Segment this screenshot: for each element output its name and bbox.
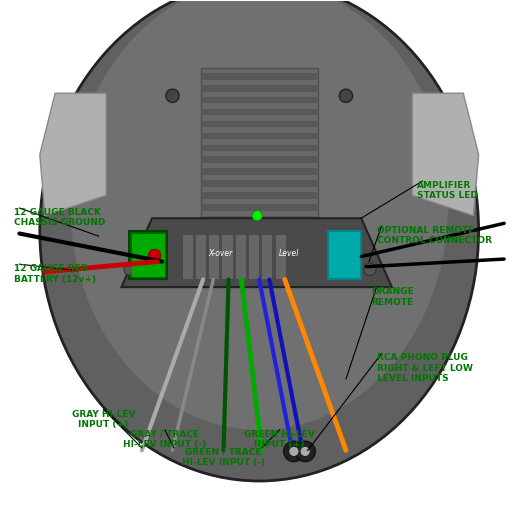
Bar — [201, 121, 317, 127]
Text: OPTIONAL REMOTE
CONTROL CONNECTOR: OPTIONAL REMOTE CONTROL CONNECTOR — [376, 226, 492, 245]
Bar — [201, 73, 317, 80]
Circle shape — [301, 447, 310, 456]
Bar — [201, 240, 317, 246]
Text: GREEN / TRACE
HI-LEV INPUT (-): GREEN / TRACE HI-LEV INPUT (-) — [182, 448, 265, 467]
Bar — [201, 180, 317, 187]
Bar — [201, 264, 317, 270]
Bar — [201, 109, 317, 115]
Bar — [208, 233, 219, 280]
Bar — [235, 233, 246, 280]
Text: GREEN HI-LEV
INPUT (+): GREEN HI-LEV INPUT (+) — [244, 430, 315, 449]
Text: GRAY HI-LEV
INPUT (+): GRAY HI-LEV INPUT (+) — [72, 409, 135, 429]
Text: GRAY / TRACE
HI-LEV INPUT (-): GRAY / TRACE HI-LEV INPUT (-) — [123, 430, 206, 449]
Bar — [201, 168, 317, 175]
Bar — [201, 252, 317, 258]
Text: 12 GAUGE BLACK
CHASSIS GROUND: 12 GAUGE BLACK CHASSIS GROUND — [14, 208, 105, 227]
Circle shape — [339, 89, 352, 103]
Bar — [201, 145, 317, 151]
Polygon shape — [412, 93, 479, 215]
Ellipse shape — [70, 0, 448, 430]
Bar — [201, 85, 317, 91]
Bar — [248, 233, 259, 280]
Bar — [201, 132, 317, 139]
Ellipse shape — [40, 0, 479, 481]
Circle shape — [148, 249, 161, 262]
Bar — [328, 231, 361, 280]
Bar — [182, 233, 193, 280]
Text: X-over: X-over — [209, 249, 233, 259]
Bar — [201, 192, 317, 199]
Polygon shape — [40, 93, 106, 215]
Bar — [200, 68, 318, 282]
Polygon shape — [122, 218, 392, 287]
Bar — [201, 204, 317, 210]
Text: Level: Level — [279, 249, 299, 259]
Bar — [195, 233, 206, 280]
Circle shape — [166, 89, 179, 103]
Circle shape — [283, 441, 304, 462]
Bar — [132, 233, 165, 277]
Bar — [275, 233, 286, 280]
Text: ORANGE
REMOTE: ORANGE REMOTE — [372, 287, 414, 306]
Circle shape — [252, 210, 262, 221]
Bar — [201, 216, 317, 223]
Bar — [201, 156, 317, 163]
Text: 12 GAUGE RED
BATTERY (12v+): 12 GAUGE RED BATTERY (12v+) — [14, 264, 97, 284]
Bar — [201, 97, 317, 104]
Bar — [261, 233, 272, 280]
Text: AMPLIFIER
STATUS LED: AMPLIFIER STATUS LED — [418, 181, 478, 201]
Bar — [129, 231, 168, 280]
Bar — [201, 275, 317, 282]
Circle shape — [364, 263, 376, 275]
Bar — [201, 228, 317, 234]
Circle shape — [124, 263, 136, 275]
Circle shape — [289, 447, 299, 456]
Bar — [221, 233, 233, 280]
Circle shape — [295, 441, 315, 462]
Text: RCA PHONO PLUG
RIGHT & LEFT LOW
LEVEL INPUTS: RCA PHONO PLUG RIGHT & LEFT LOW LEVEL IN… — [376, 353, 472, 383]
